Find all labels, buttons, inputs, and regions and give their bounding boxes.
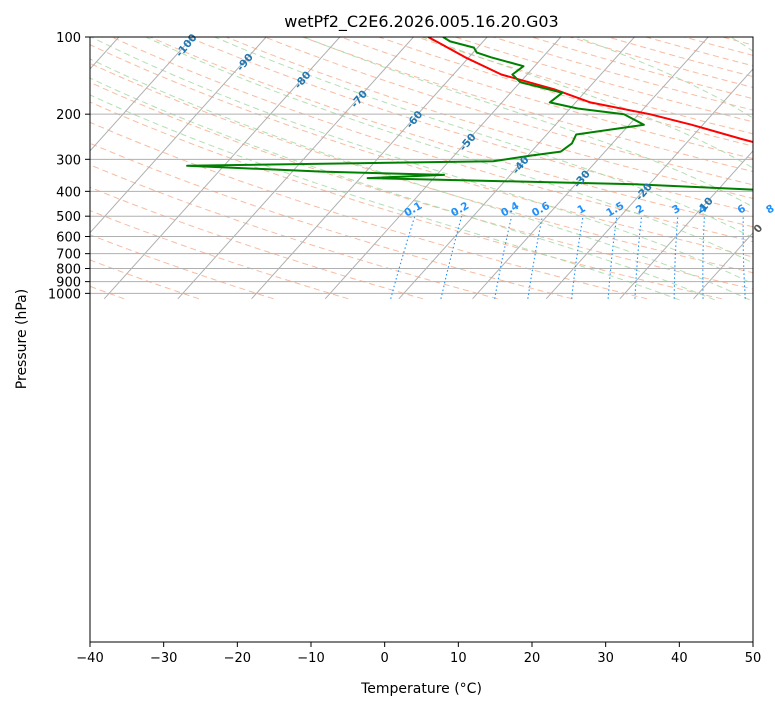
line-label: 0 xyxy=(752,222,766,235)
x-tick-label: −30 xyxy=(150,651,177,666)
mixing-ratio-line xyxy=(494,216,513,299)
dry-adiabat xyxy=(90,186,424,300)
x-tick-label: 30 xyxy=(597,651,614,666)
dry-adiabat xyxy=(0,37,50,299)
isotherm xyxy=(251,37,488,300)
x-tick-label: −10 xyxy=(297,651,324,666)
y-tick-label: 800 xyxy=(56,263,81,278)
mixing-ratio-line xyxy=(571,216,584,299)
x-tick-label: 0 xyxy=(381,651,389,666)
isotherm xyxy=(619,150,753,300)
dry-adiabat xyxy=(302,37,753,173)
background-lines xyxy=(0,37,775,301)
dewpoint-line xyxy=(186,37,753,191)
y-tick-label: 100 xyxy=(56,31,81,46)
x-tick-label: 50 xyxy=(745,651,762,666)
x-tick-label: −40 xyxy=(76,651,103,666)
isotherm xyxy=(177,37,414,300)
isotherm xyxy=(545,68,753,300)
y-axis-label: Pressure (hPa) xyxy=(14,289,30,389)
chart-title: wetPf2_C2E6.2026.005.16.20.G03 xyxy=(284,12,558,32)
isotherm xyxy=(0,37,45,299)
x-tick-label: 40 xyxy=(671,651,688,666)
x-axis: −40 −30 −20 −10 0 10 20 30 40 50 xyxy=(76,642,761,666)
dry-adiabat xyxy=(90,142,573,300)
mixing-ratio-line xyxy=(607,216,618,299)
dry-adiabat xyxy=(90,62,753,274)
x-axis-label: Temperature (°C) xyxy=(360,681,482,697)
plot-background xyxy=(90,37,753,642)
y-tick-label: 1000 xyxy=(48,287,81,302)
dry-adiabat xyxy=(90,259,200,300)
x-tick-label: −20 xyxy=(224,651,251,666)
dry-adiabat xyxy=(149,37,753,228)
moist-adiabat xyxy=(214,37,753,239)
mixing-ratio-label: 8 xyxy=(764,203,775,217)
dry-adiabat xyxy=(340,37,753,160)
y-tick-label: 900 xyxy=(56,276,81,291)
moist-adiabat xyxy=(90,77,715,301)
isotherm xyxy=(472,37,709,300)
data-series xyxy=(186,37,753,191)
isotherm xyxy=(767,37,775,299)
mixing-ratio-line xyxy=(634,216,643,299)
dry-adiabat xyxy=(111,37,753,243)
y-tick-label: 700 xyxy=(56,248,81,263)
isotherm xyxy=(693,231,753,300)
dry-adiabat xyxy=(90,44,753,258)
y-tick-label: 300 xyxy=(56,153,81,168)
y-tick-label: 200 xyxy=(56,108,81,123)
x-tick-label: 10 xyxy=(450,651,467,666)
plot-frame xyxy=(89,36,754,643)
isotherm xyxy=(90,37,193,152)
moist-adiabat xyxy=(303,37,753,208)
isotherm xyxy=(398,37,635,300)
dry-adiabat xyxy=(90,81,753,290)
y-tick-label: 600 xyxy=(56,230,81,245)
y-tick-label: 500 xyxy=(56,210,81,225)
x-tick-label: 20 xyxy=(524,651,541,666)
mixing-ratio-line xyxy=(527,216,543,299)
moist-adiabat xyxy=(422,37,753,169)
dry-adiabat xyxy=(90,210,349,300)
isotherm xyxy=(90,37,267,234)
y-tick-label: 400 xyxy=(56,185,81,200)
dry-adiabat xyxy=(90,121,648,300)
